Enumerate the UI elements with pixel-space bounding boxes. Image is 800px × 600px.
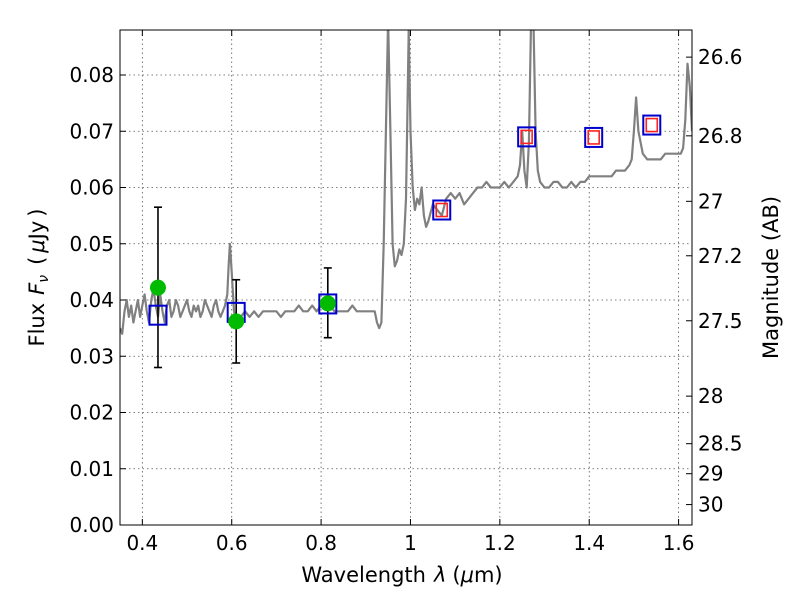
model-point-inner [645, 117, 659, 133]
x-tick-label: 0.6 [216, 531, 248, 555]
observed-points-layer [149, 279, 336, 330]
model-point [517, 126, 537, 148]
y-axis-unit-mu: μ [25, 239, 49, 253]
y-tick-label: 0.01 [69, 457, 114, 481]
y-axis-unit-open: ( [25, 257, 49, 265]
x-axis-unit: ( [452, 563, 460, 587]
mag-tick-label: 26.6 [698, 45, 743, 69]
mag-tick-label: 29 [698, 462, 723, 486]
y-axis-unit-jy: Jy [25, 221, 49, 242]
mag-tick-label: 30 [698, 493, 723, 517]
mag-tick-label: 28.5 [698, 432, 743, 456]
plot-frame [119, 29, 693, 526]
y-tick-label: 0.00 [69, 513, 114, 537]
x-tick-label: 1.2 [484, 531, 516, 555]
mag-tick-label: 27.2 [698, 244, 743, 268]
mag-tick-label: 28 [698, 384, 723, 408]
y-tick-label: 0.08 [69, 63, 114, 87]
magnitude-axis: 26.6 26.8 27 27.2 27.5 28 28.5 29 30 [686, 45, 743, 517]
model-point [318, 293, 338, 315]
spectrum-line [120, 30, 692, 335]
x-tick-label: 1.6 [663, 531, 695, 555]
y-tick-label: 0.03 [69, 344, 114, 368]
grid [120, 30, 692, 525]
x-axis-unit-m: m) [474, 563, 503, 587]
y-axis: 0.00 0.01 0.02 0.03 0.04 0.05 0.06 0.07 0.08 [69, 63, 126, 537]
y-axis-unit-close: ) [25, 209, 49, 217]
x-axis-label-text: Wavelength [301, 563, 426, 587]
observed-point [228, 313, 245, 330]
spectrum-layer [120, 30, 692, 335]
mag-tick-label: 27.5 [698, 309, 743, 333]
model-point [432, 199, 452, 221]
model-point [148, 304, 168, 326]
x-axis-unit-mu: μ [460, 563, 474, 587]
x-tick-label: 0.8 [305, 531, 337, 555]
model-point [584, 126, 604, 148]
x-axis-label: Wavelength λ (μm) [301, 563, 502, 587]
model-point-inner [520, 129, 533, 145]
x-axis: 0.4 0.6 0.8 1 1.2 1.4 1.6 [126, 30, 695, 555]
observed-point [319, 295, 336, 312]
y-tick-label: 0.06 [69, 176, 114, 200]
mag-tick-label: 26.8 [698, 124, 743, 148]
model-point-inner [435, 202, 449, 218]
y-tick-label: 0.04 [69, 288, 114, 312]
x-tick-label: 1.4 [573, 531, 605, 555]
observed-point [149, 279, 166, 296]
y-tick-label: 0.05 [69, 232, 114, 256]
model-point [642, 114, 662, 136]
y-axis-label-text: Flux [25, 303, 49, 347]
x-tick-label: 0.4 [126, 531, 158, 555]
lambda-symbol: λ [433, 563, 446, 587]
y-axis-label: Flux Fν ( μJy) [25, 209, 52, 347]
y-tick-label: 0.02 [69, 401, 114, 425]
model-points-layer [148, 114, 662, 326]
model-point-inner [587, 130, 600, 145]
f-nu-subscript: ν [36, 275, 52, 283]
mag-tick-label: 27 [698, 189, 723, 213]
magnitude-axis-label: Magnitude (AB) [759, 196, 783, 359]
x-tick-label: 1 [404, 531, 417, 555]
errorbar-layer [153, 206, 332, 369]
y-tick-label: 0.07 [69, 119, 114, 143]
f-nu-symbol: F [25, 282, 49, 295]
